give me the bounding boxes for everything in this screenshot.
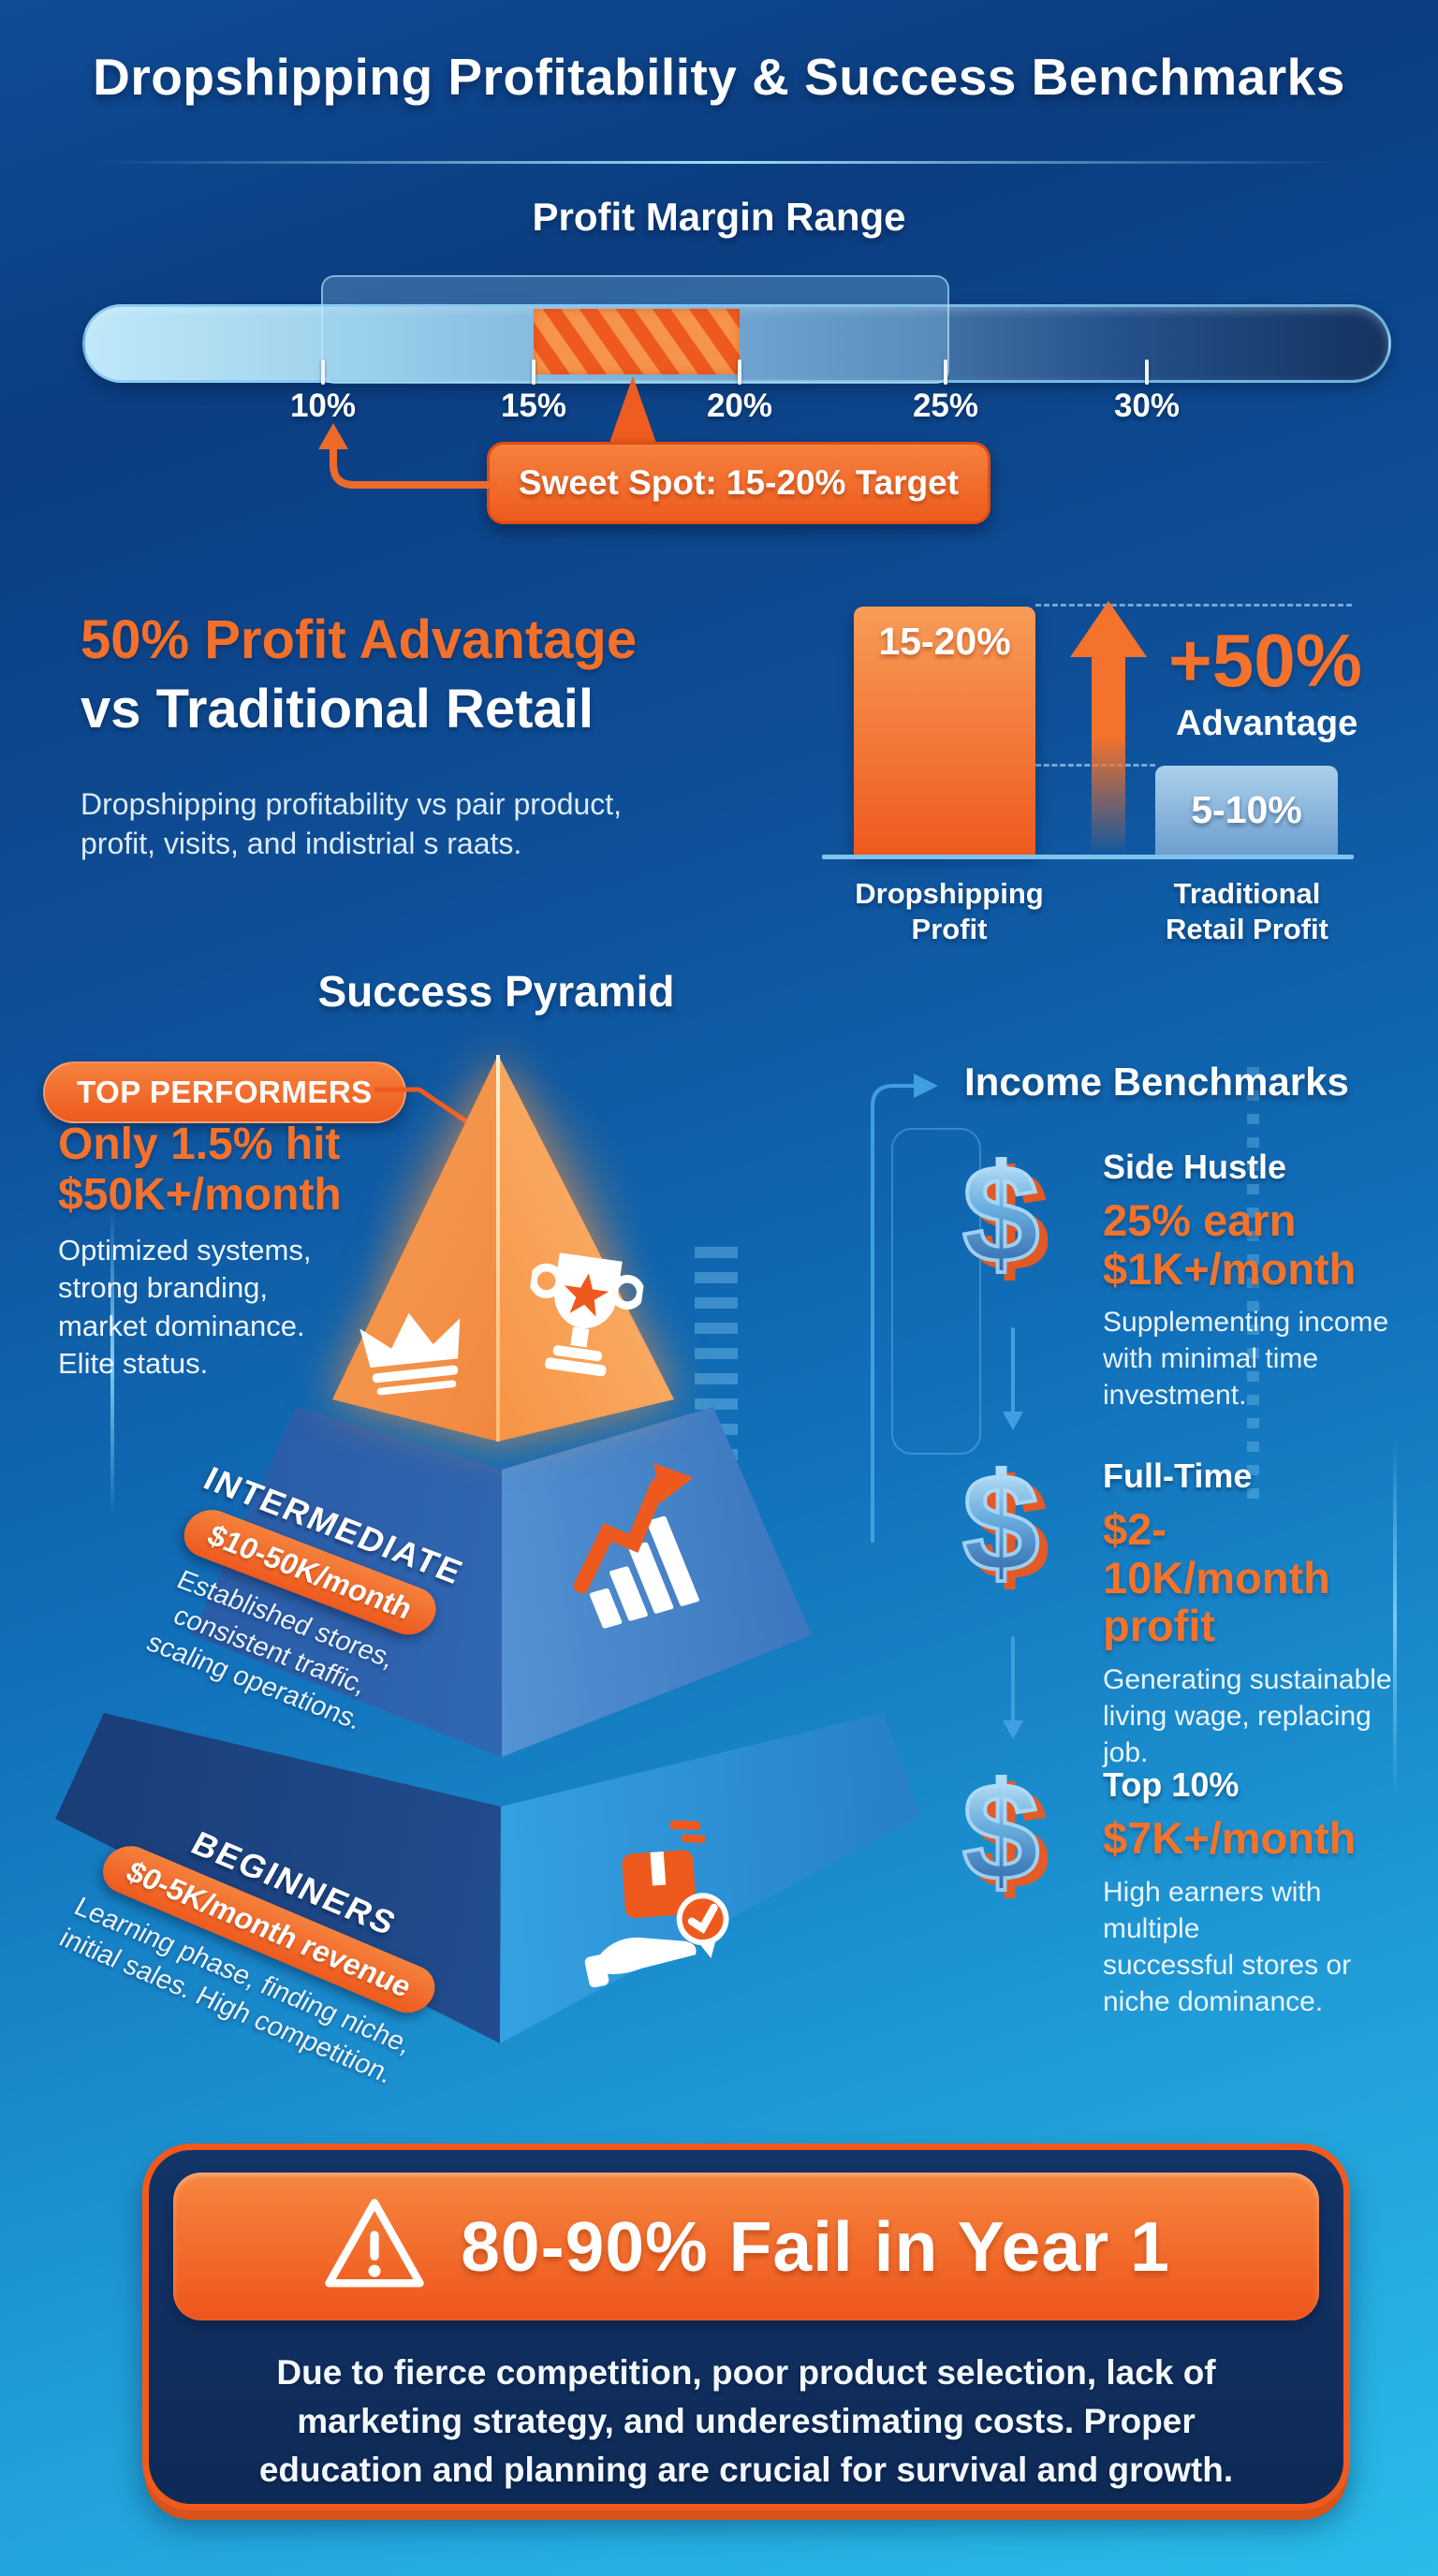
tick-15 — [532, 359, 536, 385]
dollar-icon: $ — [961, 1446, 1041, 1601]
sweet-spot-callout: Sweet Spot: 15-20% Target — [487, 442, 990, 524]
tick-25 — [944, 359, 947, 385]
income-item-stat: 25% earn $1K+/month — [1103, 1195, 1357, 1294]
light-streak-decor — [1393, 1442, 1397, 1797]
warning-triangle-icon — [325, 2199, 424, 2288]
income-item-title: Side Hustle — [1103, 1148, 1287, 1186]
advantage-body: Dropshipping profitability vs pair produ… — [81, 787, 623, 861]
light-streak-decor — [110, 1208, 114, 1516]
down-arrow-icon — [1003, 1636, 1023, 1739]
advantage-arrow-head — [1070, 601, 1147, 657]
income-item-top-10: $ Top 10% $7K+/month High earners with m… — [961, 1755, 1393, 2020]
tick-label-10: 10% — [289, 388, 357, 424]
delta-label: Advantage — [1176, 704, 1358, 743]
tick-label-25: 25% — [912, 388, 979, 424]
profit-margin-heading: Profit Margin Range — [532, 195, 906, 239]
dollar-icon: $ — [961, 1755, 1041, 1910]
income-item-desc: Generating sustainable living wage, repl… — [1103, 1664, 1392, 1769]
income-item-stat: $2-10K/month profit — [1103, 1504, 1330, 1651]
pyramid-ridge-highlight — [496, 1055, 500, 1442]
income-item-desc: High earners with multiple successful st… — [1103, 1876, 1352, 2017]
callout-pointer — [609, 376, 657, 446]
income-item-stat: $7K+/month — [1103, 1813, 1357, 1863]
income-item-full-time: $ Full-Time $2-10K/month profit Generati… — [961, 1446, 1393, 1771]
tick-30 — [1145, 359, 1149, 385]
badge-connector-line — [374, 1087, 474, 1128]
tick-20 — [738, 359, 741, 385]
down-arrow-icon — [1003, 1327, 1023, 1430]
advantage-headline-accent: 50% Profit Advantage — [81, 609, 638, 670]
warning-headline: 80-90% Fail in Year 1 — [461, 2207, 1170, 2286]
dashed-guide-top — [1035, 604, 1352, 607]
tick-label-20: 20% — [706, 388, 773, 424]
tick-10 — [321, 359, 325, 385]
page-title: Dropshipping Profitability & Success Ben… — [93, 48, 1345, 106]
box-delivery-icon — [584, 1820, 729, 1988]
advantage-arrow-shaft — [1092, 653, 1125, 852]
warning-body: Due to fierce competition, poor product … — [258, 2353, 1234, 2489]
retail-bar-label: Traditional Retail Profit — [1166, 877, 1328, 945]
crown-icon — [360, 1312, 461, 1396]
income-connector-line — [871, 1074, 938, 1543]
tick-label-15: 15% — [500, 388, 567, 424]
chart-baseline — [822, 855, 1354, 859]
growth-chart-icon — [573, 1463, 699, 1629]
top-performers-stat: Only 1.5% hit $50K+/month — [58, 1120, 342, 1220]
dotted-column-decor — [1247, 1067, 1259, 1507]
dollar-icon: $ — [961, 1137, 1041, 1292]
sweet-spot-striped-block — [534, 309, 740, 374]
income-benchmarks-heading: Income Benchmarks — [964, 1060, 1349, 1104]
income-item-title: Full-Time — [1103, 1456, 1253, 1495]
advantage-headline: vs Traditional Retail — [81, 679, 594, 739]
title-divider — [98, 161, 1340, 164]
dropshipping-bar-label: Dropshipping Profit — [855, 877, 1044, 945]
delta-value: +50% — [1168, 619, 1362, 702]
failure-warning-box: 80-90% Fail in Year 1 Due to fierce comp… — [142, 2144, 1350, 2510]
income-item-title: Top 10% — [1103, 1765, 1240, 1804]
trophy-icon — [529, 1252, 645, 1377]
dropshipping-bar: 15-20% — [854, 607, 1035, 855]
curved-arrow-icon — [318, 423, 498, 489]
retail-bar: 5-10% — [1155, 766, 1338, 855]
retail-bar-value: 5-10% — [1191, 788, 1302, 831]
rounded-outline-decor — [891, 1128, 981, 1455]
top-performers-desc: Optimized systems, strong branding, mark… — [58, 1234, 312, 1380]
warning-header: 80-90% Fail in Year 1 — [173, 2173, 1319, 2320]
tick-label-30: 30% — [1113, 388, 1181, 424]
dropshipping-bar-value: 15-20% — [878, 620, 1011, 663]
pyramid-heading: Success Pyramid — [317, 967, 675, 1016]
top-performers-badge: TOP PERFORMERS — [43, 1061, 406, 1123]
income-item-desc: Supplementing income with minimal time i… — [1103, 1307, 1389, 1412]
income-item-side-hustle: $ Side Hustle 25% earn $1K+/month Supple… — [961, 1137, 1393, 1413]
